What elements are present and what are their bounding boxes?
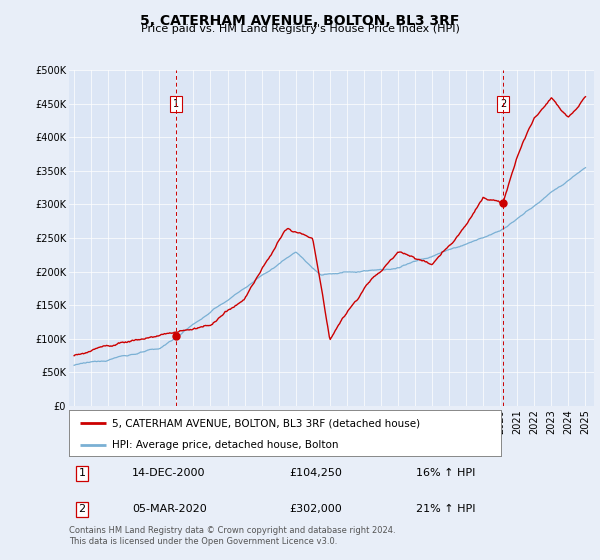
Text: 5, CATERHAM AVENUE, BOLTON, BL3 3RF: 5, CATERHAM AVENUE, BOLTON, BL3 3RF [140,14,460,28]
Text: 21% ↑ HPI: 21% ↑ HPI [415,505,475,515]
Text: 16% ↑ HPI: 16% ↑ HPI [415,468,475,478]
Text: 05-MAR-2020: 05-MAR-2020 [132,505,207,515]
Text: 1: 1 [79,468,86,478]
Text: 5, CATERHAM AVENUE, BOLTON, BL3 3RF (detached house): 5, CATERHAM AVENUE, BOLTON, BL3 3RF (det… [112,418,421,428]
Text: £104,250: £104,250 [290,468,343,478]
Text: 14-DEC-2000: 14-DEC-2000 [132,468,205,478]
Text: Price paid vs. HM Land Registry's House Price Index (HPI): Price paid vs. HM Land Registry's House … [140,24,460,34]
Text: 1: 1 [172,99,179,109]
Text: £302,000: £302,000 [290,505,342,515]
Text: HPI: Average price, detached house, Bolton: HPI: Average price, detached house, Bolt… [112,440,338,450]
Text: Contains HM Land Registry data © Crown copyright and database right 2024.
This d: Contains HM Land Registry data © Crown c… [69,526,395,546]
Text: 2: 2 [79,505,86,515]
Text: 2: 2 [500,99,506,109]
